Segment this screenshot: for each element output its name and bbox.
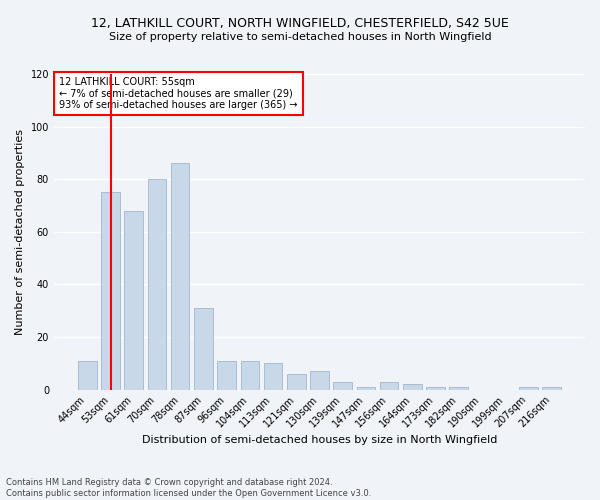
Bar	[356, 387, 375, 390]
Bar	[403, 384, 422, 390]
Text: 12, LATHKILL COURT, NORTH WINGFIELD, CHESTERFIELD, S42 5UE: 12, LATHKILL COURT, NORTH WINGFIELD, CHE…	[91, 18, 509, 30]
Bar	[194, 308, 212, 390]
Bar	[101, 192, 120, 390]
Bar	[241, 360, 259, 390]
X-axis label: Distribution of semi-detached houses by size in North Wingfield: Distribution of semi-detached houses by …	[142, 435, 497, 445]
Bar	[264, 364, 283, 390]
Bar	[334, 382, 352, 390]
Text: 12 LATHKILL COURT: 55sqm
← 7% of semi-detached houses are smaller (29)
93% of se: 12 LATHKILL COURT: 55sqm ← 7% of semi-de…	[59, 77, 298, 110]
Bar	[519, 387, 538, 390]
Bar	[542, 387, 561, 390]
Bar	[449, 387, 468, 390]
Bar	[171, 164, 190, 390]
Text: Size of property relative to semi-detached houses in North Wingfield: Size of property relative to semi-detach…	[109, 32, 491, 42]
Bar	[78, 360, 97, 390]
Bar	[148, 179, 166, 390]
Bar	[310, 372, 329, 390]
Bar	[124, 211, 143, 390]
Bar	[380, 382, 398, 390]
Bar	[217, 360, 236, 390]
Text: Contains HM Land Registry data © Crown copyright and database right 2024.
Contai: Contains HM Land Registry data © Crown c…	[6, 478, 371, 498]
Bar	[426, 387, 445, 390]
Bar	[287, 374, 305, 390]
Y-axis label: Number of semi-detached properties: Number of semi-detached properties	[15, 129, 25, 335]
